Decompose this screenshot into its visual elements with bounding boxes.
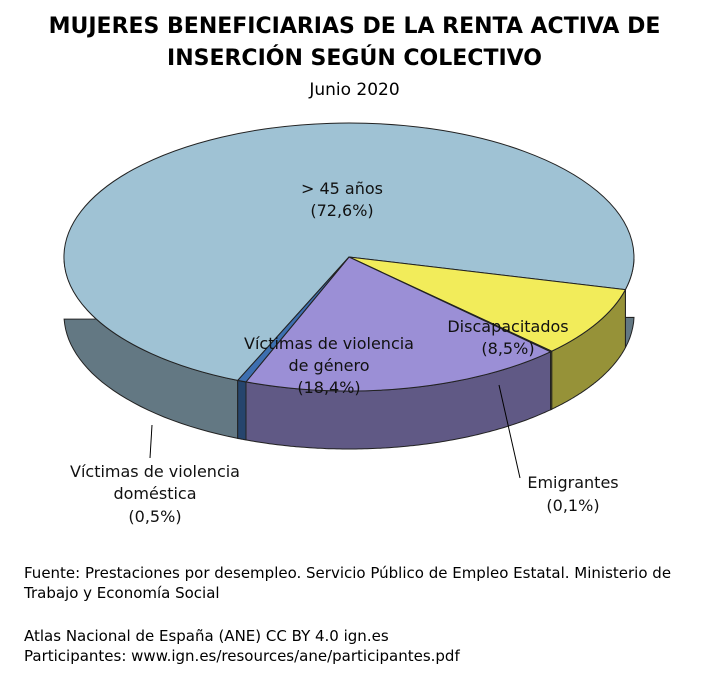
pie-slice-45-a-os: [63, 122, 635, 381]
label-genero-pct: (18,4%): [297, 378, 360, 397]
source-text: Fuente: Prestaciones por desempleo. Serv…: [24, 564, 672, 602]
pie-tops: [63, 122, 635, 392]
chart-title-line2: INSERCIÓN SEGÚN COLECTIVO: [167, 46, 542, 71]
pie-slice-v-ctimas-de-violencia-de-g-nero: [245, 256, 552, 392]
pie-slice-discapacitados: [348, 256, 627, 352]
label-genero-line1: Víctimas de violencia: [244, 334, 414, 353]
label-discapacitados-name: Discapacitados: [447, 317, 568, 336]
label-domestica-pct: (0,5%): [128, 507, 181, 526]
label-genero-line2: de género: [288, 356, 369, 375]
label-mayores-45-pct: (72,6%): [310, 201, 373, 220]
leader-line-domestica: [149, 424, 153, 459]
pie-wall-v-ctimas-de-violencia-dom-stica: [237, 379, 247, 441]
atlas-credit: Atlas Nacional de España (ANE) CC BY 4.0…: [24, 627, 389, 645]
leader-line-emigrantes: [498, 384, 521, 479]
label-domestica-line2: doméstica: [113, 484, 196, 503]
chart-subtitle: Junio 2020: [309, 80, 400, 100]
label-mayores-45-name: > 45 años: [301, 179, 383, 198]
label-emigrantes-name: Emigrantes: [527, 473, 618, 492]
pie-slice-v-ctimas-de-violencia-dom-stica: [236, 256, 350, 383]
participants-link: Participantes: www.ign.es/resources/ane/…: [24, 647, 460, 665]
pie-chart: > 45 años (72,6%) Discapacitados (8,5%) …: [63, 122, 635, 526]
label-emigrantes-pct: (0,1%): [546, 496, 599, 515]
chart-title-line1: MUJERES BENEFICIARIAS DE LA RENTA ACTIVA…: [48, 14, 661, 39]
label-domestica-line1: Víctimas de violencia: [70, 462, 240, 481]
label-discapacitados-pct: (8,5%): [481, 339, 534, 358]
